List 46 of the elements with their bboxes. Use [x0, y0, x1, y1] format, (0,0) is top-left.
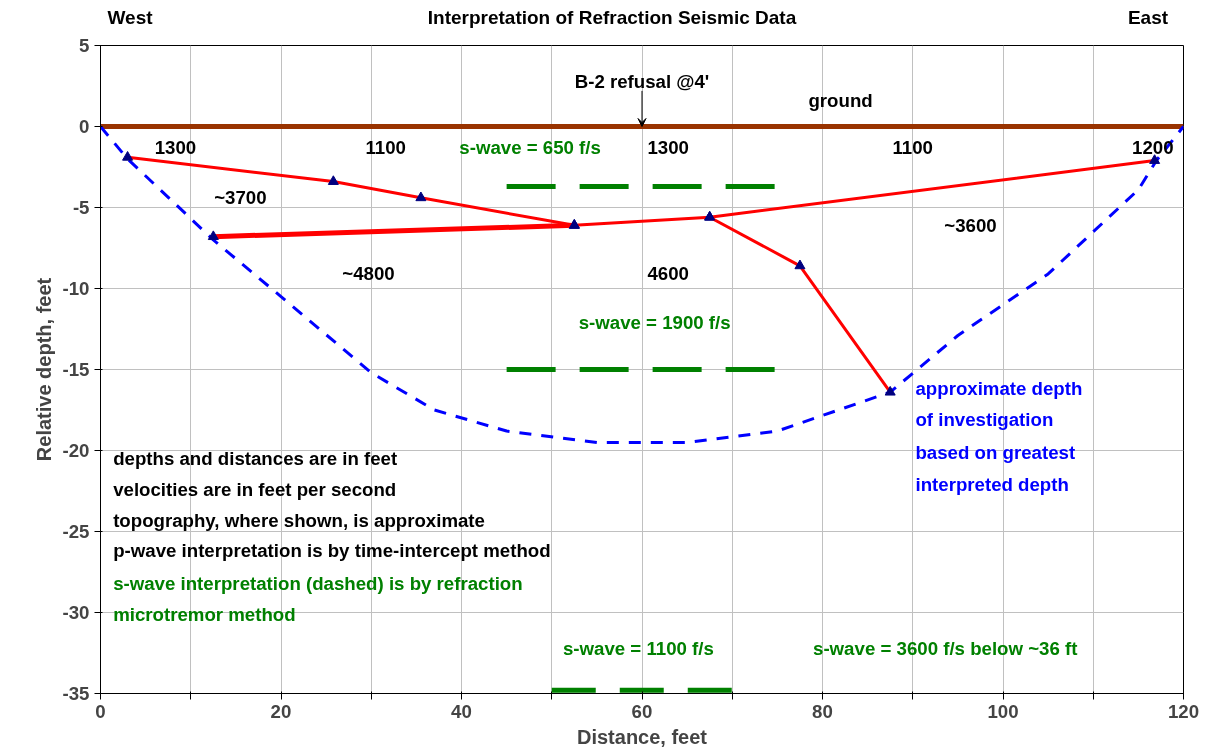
text: West	[107, 6, 153, 30]
annotation: s-wave interpretation (dashed) is by refraction	[113, 572, 523, 594]
annotation: B-2 refusal @4'	[574, 71, 710, 92]
x-tick-label: 0	[95, 700, 106, 722]
x-tick-label: 40	[451, 700, 472, 722]
annotation: of investigation	[915, 409, 1054, 431]
annotation: s-wave = 1900 f/s	[578, 312, 731, 334]
x-tick-label: 100	[987, 700, 1019, 722]
x-tick-label: 20	[270, 700, 292, 722]
annotation: 1100	[892, 137, 933, 159]
x-axis-title: Distance, feet	[576, 725, 708, 748]
annotation: s-wave = 1100 f/s	[562, 637, 714, 659]
annotation: 4600	[647, 263, 689, 285]
y-tick-label: -30	[62, 602, 90, 623]
annotation: velocities are in feet per second	[113, 478, 397, 500]
annotation: microtremor method	[113, 603, 296, 625]
x-tick-label: 120	[1167, 700, 1200, 722]
x-tick-label: 80	[812, 700, 833, 722]
annotation: 1100	[365, 137, 406, 159]
annotation: 1300	[647, 137, 689, 159]
annotation: p-wave interpretation is by time-intercept method	[113, 540, 551, 562]
y-tick-label: -10	[62, 278, 90, 299]
annotation: depths and distances are in feet	[113, 448, 398, 470]
annotation: ground	[808, 90, 873, 112]
annotation: ~3700	[214, 187, 267, 209]
annotation: 1200	[1132, 137, 1174, 159]
y-tick-label: -35	[62, 683, 90, 704]
y-tick-label: 0	[79, 116, 90, 137]
annotation: approximate depth	[915, 378, 1083, 400]
y-tick-label: -20	[62, 440, 90, 461]
annotation: ~3600	[944, 214, 997, 236]
annotation: s-wave = 650 f/s	[459, 137, 601, 159]
y-tick-label: -15	[62, 359, 90, 380]
y-tick-label: -25	[62, 521, 90, 542]
annotation: s-wave = 3600 f/s below ~36 ft	[813, 637, 1078, 659]
y-tick-label: 5	[79, 35, 90, 56]
text: East	[1127, 6, 1169, 30]
annotation: based on greatest	[915, 441, 1076, 463]
annotation: ~4800	[342, 263, 395, 285]
x-tick-label: 60	[631, 700, 653, 722]
annotation: topography, where shown, is approximate	[113, 509, 485, 531]
annotation: 1300	[154, 137, 197, 159]
y-axis-title: Relative depth, feet	[32, 277, 55, 462]
chart-title: Interpretation of Refraction Seismic Data	[427, 6, 797, 30]
y-tick-label: -5	[72, 197, 90, 218]
annotation: interpreted depth	[915, 474, 1069, 496]
